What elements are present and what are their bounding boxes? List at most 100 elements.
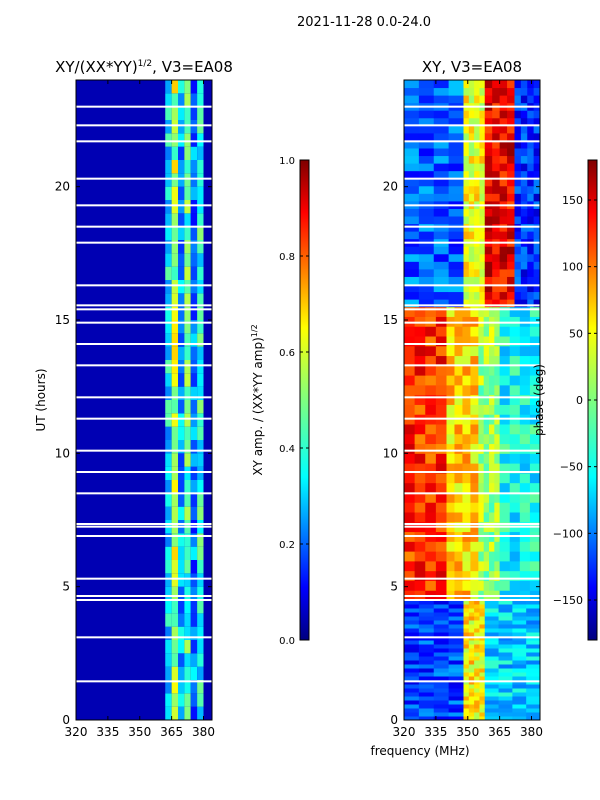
amplitude-gap-line xyxy=(76,140,212,143)
phase-region-7-cell xyxy=(433,261,450,270)
phase-region-2-cell xyxy=(512,656,527,661)
phase-gap-line xyxy=(404,304,540,307)
phase-region-10-cell xyxy=(520,253,528,262)
amplitude-xtick-label: 365 xyxy=(160,725,183,739)
phase-region-7-cell xyxy=(433,246,450,255)
phase-region-6-cell xyxy=(499,316,511,327)
phase-region-2-cell xyxy=(512,676,527,681)
phase-region-10-cell xyxy=(520,125,528,134)
amplitude-band-1-cell xyxy=(171,213,178,227)
amplitude-band-2-cell xyxy=(178,533,185,547)
phase-region-0-cell xyxy=(448,676,464,681)
phase-region-3-cell xyxy=(414,394,426,405)
phase-ytick-label: 0 xyxy=(390,713,398,727)
phase-region-7-cell xyxy=(433,148,450,157)
phase-region-3-cell xyxy=(404,541,416,552)
phase-region-6-cell xyxy=(499,394,511,405)
phase-region-8-cell xyxy=(468,125,475,134)
phase-region-3-cell xyxy=(425,482,437,493)
phase-region-3-cell xyxy=(435,492,447,503)
amplitude-band-3-cell xyxy=(184,586,191,600)
phase-region-3-cell xyxy=(435,424,447,435)
phase-region-1-cell xyxy=(479,660,486,665)
phase-region-10-cell xyxy=(520,170,528,179)
phase-region-8-cell xyxy=(474,246,480,255)
phase-region-5-cell xyxy=(478,316,485,327)
phase-region-7-cell xyxy=(448,276,464,285)
phase-region-8-cell xyxy=(474,253,480,262)
phase-region-1-cell xyxy=(474,628,480,633)
phase-region-3-cell xyxy=(435,443,447,454)
phase-region-3-cell xyxy=(435,326,447,337)
phase-region-7-cell xyxy=(433,95,450,104)
phase-region-3-cell xyxy=(404,433,416,445)
amplitude-colorbar-tick-label: 0.0 xyxy=(279,636,295,647)
phase-region-7-cell xyxy=(433,291,450,300)
phase-region-4-cell xyxy=(454,336,463,347)
amplitude-band-5-cell xyxy=(197,400,204,414)
phase-region-5-cell xyxy=(494,560,501,572)
phase-region-9-cell xyxy=(499,117,508,126)
phase-region-1-cell xyxy=(463,708,470,713)
phase-region-10-cell xyxy=(533,193,540,202)
phase-region-1-cell xyxy=(468,644,475,649)
phase-region-4-cell xyxy=(470,384,479,396)
phase-region-7-cell xyxy=(404,170,420,179)
phase-region-4-cell xyxy=(462,384,471,396)
amplitude-band-4-cell xyxy=(190,640,198,654)
phase-gap-line xyxy=(404,140,540,143)
phase-region-5-cell xyxy=(489,512,495,523)
phase-region-1-cell xyxy=(479,612,486,617)
phase-region-0-cell xyxy=(418,604,435,609)
phase-region-10-cell xyxy=(514,148,522,157)
phase-region-0-cell xyxy=(433,704,450,709)
phase-region-6-cell xyxy=(499,463,511,474)
amplitude-band-0-cell xyxy=(165,706,172,720)
phase-region-2-cell xyxy=(512,684,527,689)
phase-region-10-cell xyxy=(527,185,535,194)
phase-region-6-cell xyxy=(509,355,521,366)
phase-region-4-cell xyxy=(446,463,455,474)
phase-region-5-cell xyxy=(489,336,495,347)
phase-region-1-cell xyxy=(468,608,475,613)
amplitude-band-4-cell xyxy=(190,320,198,334)
phase-region-1-cell xyxy=(468,664,475,669)
phase-region-10-cell xyxy=(520,163,528,172)
phase-region-7-cell xyxy=(433,268,450,277)
amplitude-band-4-cell xyxy=(190,453,198,467)
phase-region-9-cell xyxy=(507,253,515,262)
phase-region-9-cell xyxy=(484,291,493,300)
phase-region-10-cell xyxy=(533,291,540,300)
phase-gap-line xyxy=(404,204,540,207)
phase-region-6-cell xyxy=(529,512,540,523)
amplitude-band-4-cell xyxy=(190,306,198,320)
phase-region-7-cell xyxy=(404,284,420,293)
amplitude-band-1-cell xyxy=(171,453,178,467)
phase-region-8-cell xyxy=(463,140,470,149)
phase-region-10-cell xyxy=(520,110,528,119)
phase-region-0-cell xyxy=(404,688,420,693)
phase-region-5-cell xyxy=(494,375,501,386)
phase-region-10-cell xyxy=(514,155,522,164)
phase-region-5-cell xyxy=(489,443,495,454)
phase-region-3-cell xyxy=(414,453,426,464)
amplitude-band-5-cell xyxy=(197,200,204,214)
phase-region-3-cell xyxy=(435,551,447,562)
phase-region-7-cell xyxy=(404,163,420,172)
phase-region-0-cell xyxy=(418,632,435,637)
phase-region-10-cell xyxy=(533,185,540,194)
phase-region-5-cell xyxy=(483,502,490,513)
phase-colorbar-tick-label: 0 xyxy=(576,394,583,407)
amplitude-band-3-cell xyxy=(184,480,191,494)
phase-region-9-cell xyxy=(507,170,515,179)
phase-region-5-cell xyxy=(494,541,501,552)
phase-region-2-cell xyxy=(498,640,513,645)
amplitude-band-4-cell xyxy=(190,280,198,294)
phase-region-3-cell xyxy=(435,453,447,464)
phase-region-3-cell xyxy=(425,424,437,435)
amplitude-band-4-cell xyxy=(190,466,198,480)
phase-region-2-cell xyxy=(484,700,500,705)
